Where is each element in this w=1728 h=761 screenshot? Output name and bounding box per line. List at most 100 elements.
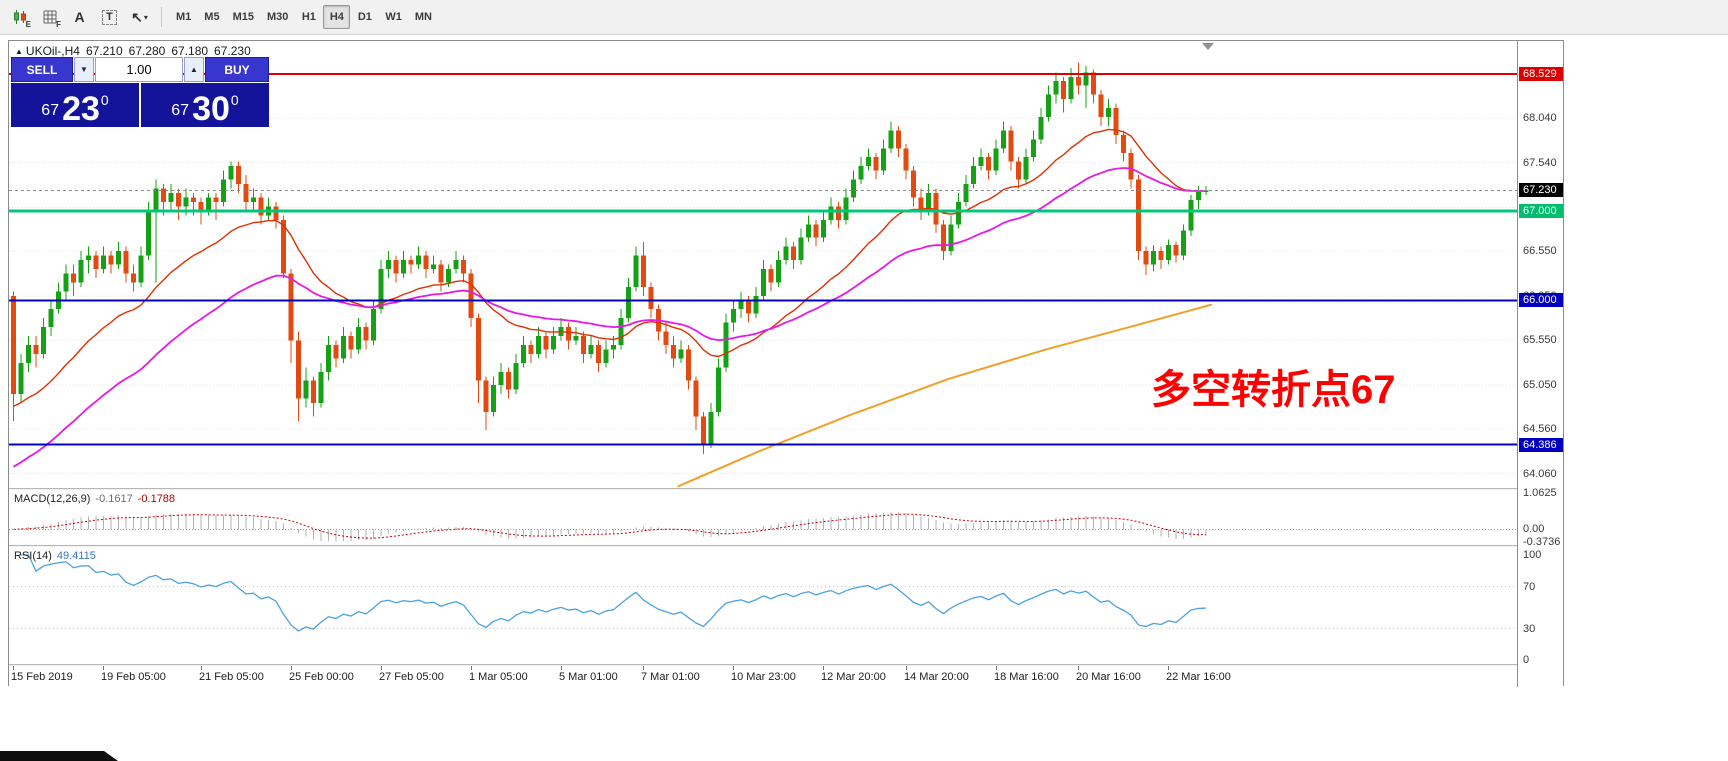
price-label-68.040: 68.040	[1523, 112, 1557, 124]
candlestick-chart-icon[interactable]: E	[6, 4, 33, 30]
time-tick	[906, 666, 907, 670]
time-tick	[201, 666, 202, 670]
price-label-64.060: 64.060	[1523, 468, 1557, 480]
sell-price-prefix: 67	[41, 102, 60, 119]
label-tool-icon[interactable]: T	[96, 4, 123, 30]
price-tag-67.000: 67.000	[1519, 204, 1563, 218]
rsi-label: RSI(14) 49.4115	[14, 550, 96, 562]
time-label: 18 Mar 16:00	[994, 671, 1059, 683]
buy-price-box[interactable]: 67 30 0	[141, 83, 269, 127]
rsi-scale-0: 0	[1523, 654, 1530, 666]
rsi-scale-30: 30	[1523, 623, 1536, 635]
timeframe-button-m1[interactable]: M1	[176, 11, 192, 23]
time-label: 7 Mar 01:00	[641, 671, 700, 683]
text-tool-icon[interactable]: A	[66, 4, 93, 30]
cursor-tool-icon-glyph: ↖	[131, 9, 143, 25]
macd-scale-0.00: 0.00	[1523, 523, 1545, 535]
chart-window: ▲ UKOil-,H4 67.210 67.280 67.180 67.230 SELL …	[8, 40, 1564, 687]
rsi-name: RSI(14)	[14, 550, 52, 562]
collapse-triangle-icon[interactable]: ▲	[15, 47, 23, 56]
time-label: 19 Feb 05:00	[101, 671, 166, 683]
price-tag-68.529: 68.529	[1519, 67, 1563, 81]
rsi-value: 49.4115	[56, 550, 96, 562]
time-tick	[1168, 666, 1169, 670]
macd-scale-1.0625: 1.0625	[1523, 487, 1557, 499]
grid-indicator-icon-badge: F	[56, 20, 61, 29]
main-chart-canvas	[9, 43, 1517, 488]
time-label: 15 Feb 2019	[11, 671, 73, 683]
panel-splitter[interactable]	[9, 488, 1563, 490]
timeframe-button-m5[interactable]: M5	[204, 11, 220, 23]
ohlc-high: 67.280	[128, 44, 166, 58]
timeframe-button-m15[interactable]: M15	[232, 11, 254, 23]
time-tick	[471, 666, 472, 670]
panel-splitter[interactable]	[9, 664, 1563, 666]
timeframe-button-h4[interactable]: H4	[323, 5, 351, 29]
ohlc-close: 67.230	[214, 44, 251, 58]
chart-annotation-text: 多空转折点67	[1151, 368, 1396, 412]
timeframe-button-h1[interactable]: H1	[301, 11, 316, 23]
price-tag-66.000: 66.000	[1519, 293, 1563, 307]
time-tick	[733, 666, 734, 670]
timeframe-button-d1[interactable]: D1	[357, 11, 372, 23]
volume-decrease-button[interactable]: ▼	[74, 57, 94, 82]
one-click-trading-panel: SELL ▼ 1.00 ▲ BUY 67 23 0 67 30 0	[11, 57, 269, 127]
timeframe-button-mn[interactable]: MN	[414, 11, 432, 23]
time-tick	[561, 666, 562, 670]
macd-scale--0.3736: -0.3736	[1523, 536, 1561, 548]
macd-signal-value: -0.1788	[137, 493, 176, 505]
cursor-tool-icon[interactable]: ↖ ▾	[126, 4, 153, 30]
chart-title: ▲ UKOil-,H4 67.210 67.280 67.180 67.230	[15, 44, 251, 58]
volume-increase-button[interactable]: ▲	[184, 57, 204, 82]
sell-button[interactable]: SELL	[11, 57, 73, 82]
timeframe-button-m30[interactable]: M30	[266, 11, 289, 23]
buy-price-prefix: 67	[171, 102, 190, 119]
toolbar-icons: E F A T ↖ ▾	[6, 4, 153, 30]
price-axis: 68.04067.54066.55066.05065.55065.05064.5…	[1517, 41, 1563, 687]
chart-shift-marker	[1202, 43, 1214, 50]
macd-panel-canvas	[9, 512, 1517, 542]
macd-label: MACD(12,26,9) -0.1617 -0.1788	[14, 493, 175, 505]
volume-input[interactable]: 1.00	[95, 57, 183, 82]
price-label-65.050: 65.050	[1523, 379, 1557, 391]
time-tick	[381, 666, 382, 670]
rsi-scale-70: 70	[1523, 581, 1536, 593]
time-label: 27 Feb 05:00	[379, 671, 444, 683]
time-label: 14 Mar 20:00	[904, 671, 969, 683]
time-tick	[1078, 666, 1079, 670]
time-tick	[643, 666, 644, 670]
toolbar-separator	[161, 7, 162, 27]
dropdown-caret-icon: ▾	[143, 12, 148, 22]
sell-price-big: 23	[62, 90, 100, 129]
time-tick	[13, 666, 14, 670]
ohlc-open: 67.210	[85, 44, 123, 58]
text-tool-icon-glyph: A	[74, 9, 85, 25]
label-tool-icon-glyph: T	[102, 9, 117, 25]
sell-price-pip: 0	[100, 92, 109, 108]
time-label: 20 Mar 16:00	[1076, 671, 1141, 683]
rsi-scale-100: 100	[1523, 549, 1542, 561]
time-label: 1 Mar 05:00	[469, 671, 528, 683]
price-label-64.560: 64.560	[1523, 423, 1557, 435]
price-label-67.540: 67.540	[1523, 157, 1557, 169]
buy-price-pip: 0	[230, 92, 239, 108]
timeframe-buttons: M1 M5 M15 M30 H1 H4 D1 W1 MN	[170, 5, 438, 29]
time-tick	[996, 666, 997, 670]
timeframe-button-w1[interactable]: W1	[385, 11, 402, 23]
panel-splitter[interactable]	[9, 545, 1563, 547]
buy-button[interactable]: BUY	[205, 57, 269, 82]
time-label: 21 Feb 05:00	[199, 671, 264, 683]
time-label: 10 Mar 23:00	[731, 671, 796, 683]
time-tick	[823, 666, 824, 670]
time-tick	[291, 666, 292, 670]
time-axis: 15 Feb 2019 19 Feb 05:00 21 Feb 05:00 25 Fe…	[9, 666, 1517, 687]
time-label: 5 Mar 01:00	[559, 671, 618, 683]
candlestick-chart-icon-badge: E	[25, 20, 31, 29]
price-label-66.550: 66.550	[1523, 245, 1557, 257]
sell-price-box[interactable]: 67 23 0	[11, 83, 139, 127]
time-tick	[103, 666, 104, 670]
macd-main-value: -0.1617	[95, 493, 133, 505]
macd-name: MACD(12,26,9)	[14, 493, 91, 505]
price-tag-67.230: 67.230	[1519, 183, 1563, 197]
grid-indicator-icon[interactable]: F	[36, 4, 63, 30]
